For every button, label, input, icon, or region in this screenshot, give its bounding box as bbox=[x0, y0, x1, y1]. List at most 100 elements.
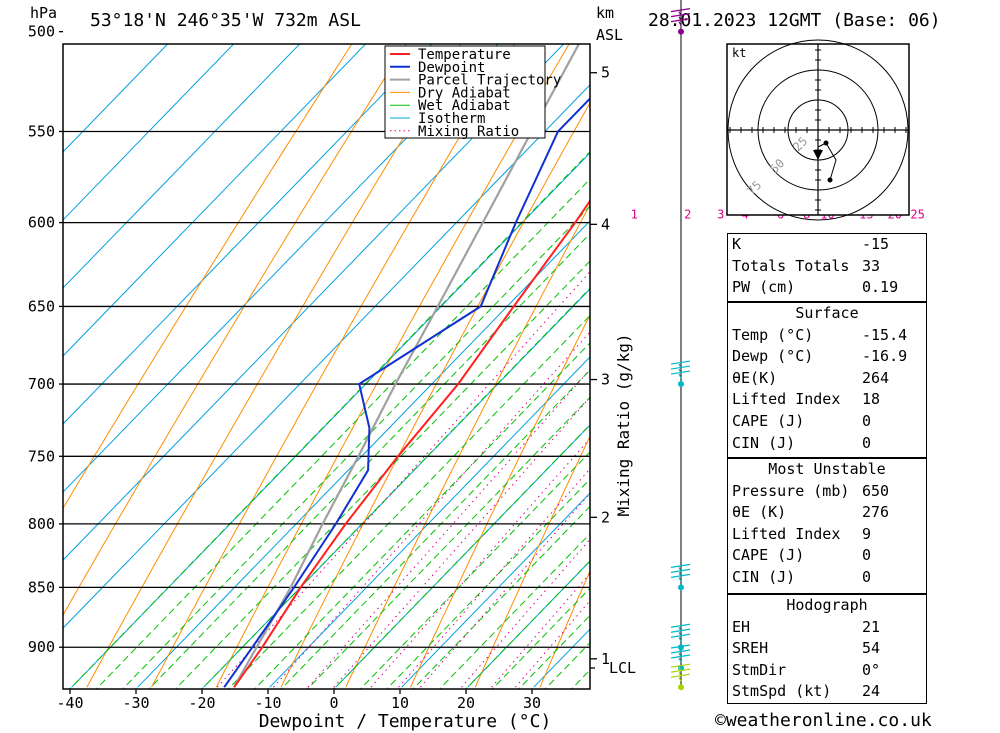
mu-cin-value: 0 bbox=[862, 567, 872, 586]
temperature-tick-label: -10 bbox=[254, 694, 281, 712]
hodograph-table: Hodograph EH 21 SREH 54 StmDir 0° StmSpd (k… bbox=[727, 594, 927, 704]
temperature-line bbox=[233, 199, 590, 688]
isotherm-line bbox=[63, 44, 367, 357]
mixing-ratio-line bbox=[398, 468, 590, 688]
wet-adiabat-line bbox=[121, 205, 590, 689]
temperature-tick-label: 30 bbox=[523, 694, 541, 712]
wet-adiabat-line bbox=[174, 260, 590, 689]
surface-temp-label: Temp (°C) bbox=[732, 325, 814, 344]
most-unstable-table: Most Unstable Pressure (mb) 650 θE (K) 276… bbox=[727, 458, 927, 594]
wind-level-dot bbox=[678, 381, 684, 388]
wind-barb bbox=[670, 663, 691, 682]
mixing-ratio-label: 25 bbox=[910, 208, 924, 222]
legend-entry: Dewpoint bbox=[418, 60, 485, 76]
legend-entry: Wet Adiabat bbox=[418, 98, 511, 114]
pressure-label: 700 bbox=[28, 375, 55, 393]
dry-adiabat-line bbox=[86, 44, 462, 688]
legend-entry: Mixing Ratio bbox=[418, 124, 519, 140]
mu-pressure-value: 650 bbox=[862, 481, 890, 500]
pressure-label: 600 bbox=[28, 214, 55, 232]
pw-value: 0.19 bbox=[862, 278, 899, 297]
legend-entry: Parcel Trajectory bbox=[418, 73, 561, 89]
temperature-tick-label: 10 bbox=[391, 694, 409, 712]
wet-adiabat-line bbox=[386, 478, 590, 689]
datetime-title: 28.01.2023 12GMT (Base: 06) bbox=[648, 10, 941, 31]
surface-li-value: 18 bbox=[862, 390, 881, 409]
storm-motion-marker bbox=[813, 150, 823, 160]
surface-dewp-label: Dewp (°C) bbox=[732, 347, 814, 366]
dry-adiabat-line bbox=[280, 101, 590, 688]
temperature-tick-label: -30 bbox=[122, 694, 149, 712]
pressure-label: 500 bbox=[28, 23, 55, 41]
surface-thetae-label: θE(K) bbox=[732, 368, 778, 387]
parcel-trajectory-line bbox=[233, 44, 581, 688]
mixing-ratio-line bbox=[370, 437, 590, 688]
totals-value: 33 bbox=[862, 256, 881, 275]
wind-barb bbox=[670, 8, 691, 26]
wet-adiabat-line bbox=[359, 451, 590, 689]
mixing-ratio-label: 3 bbox=[717, 208, 724, 222]
surface-thetae-value: 264 bbox=[862, 368, 890, 387]
mu-cin-label: CIN (J) bbox=[732, 567, 796, 586]
temperature-tick-label: -40 bbox=[56, 694, 83, 712]
temperature-tick-label: 20 bbox=[457, 694, 475, 712]
hodograph-point bbox=[823, 140, 829, 146]
mu-cape-value: 0 bbox=[862, 546, 872, 565]
wet-adiabat-line bbox=[465, 560, 590, 689]
dewpoint-line bbox=[223, 97, 590, 688]
stmdir-value: 0° bbox=[862, 660, 881, 679]
mixing-ratio-label: 1 bbox=[631, 208, 638, 222]
dry-adiabat-line bbox=[993, 0, 1000, 687]
surface-cin-label: CIN (J) bbox=[732, 433, 796, 452]
surface-table: Surface Temp (°C) -15.4 Dewp (°C) -16.9 θE… bbox=[727, 302, 927, 458]
dry-adiabat-line bbox=[474, 435, 590, 688]
wind-barb bbox=[670, 360, 691, 379]
mu-thetae-value: 276 bbox=[862, 503, 890, 522]
wet-adiabat-line bbox=[148, 232, 590, 689]
mixing-ratio-line bbox=[217, 271, 590, 688]
wind-level-dot bbox=[678, 28, 684, 35]
wet-adiabat-line bbox=[438, 533, 590, 689]
asl-unit-label: ASL bbox=[596, 26, 624, 44]
mu-li-value: 9 bbox=[862, 524, 872, 543]
x-axis-label: Dewpoint / Temperature (°C) bbox=[259, 711, 552, 732]
km-tick-label: 5 bbox=[601, 64, 610, 82]
pressure-label: 850 bbox=[28, 578, 55, 596]
k-label: K bbox=[732, 235, 742, 253]
sreh-label: SREH bbox=[732, 639, 769, 658]
surface-dewp-value: -16.9 bbox=[862, 347, 908, 366]
legend-entry: Isotherm bbox=[418, 111, 485, 127]
mu-li-label: Lifted Index bbox=[732, 524, 841, 543]
surface-title: Surface bbox=[795, 304, 859, 322]
most-unstable-title: Most Unstable bbox=[768, 460, 886, 478]
dry-adiabat-line bbox=[929, 0, 1000, 687]
eh-label: EH bbox=[732, 617, 751, 636]
wet-adiabat-line bbox=[306, 396, 590, 689]
mixing-ratio-line bbox=[333, 396, 590, 688]
location-title: 53°18'N 246°35'W 732m ASL bbox=[90, 10, 361, 31]
stmspd-value: 24 bbox=[862, 682, 881, 701]
pressure-label: 800 bbox=[28, 515, 55, 533]
wet-adiabat-line bbox=[280, 369, 590, 689]
mu-cape-label: CAPE (J) bbox=[732, 546, 805, 565]
isotherm-line bbox=[137, 220, 590, 688]
dry-adiabat-line bbox=[63, 44, 407, 617]
dry-adiabat-line bbox=[215, 44, 570, 688]
mixing-ratio-axis-label: Mixing Ratio (g/kg) bbox=[614, 333, 633, 516]
pressure-label: 650 bbox=[28, 297, 55, 315]
temperature-tick-label: 0 bbox=[329, 694, 338, 712]
lcl-label: LCL bbox=[609, 659, 636, 677]
isotherm-line bbox=[63, 44, 235, 221]
dry-adiabat-line bbox=[345, 203, 590, 688]
wind-barb bbox=[670, 623, 691, 642]
indices-table: K -15 Totals Totals 33 PW (cm) 0.19 bbox=[727, 233, 927, 302]
isotherm-line bbox=[269, 356, 590, 688]
dry-adiabat-line bbox=[63, 44, 353, 510]
copyright-text[interactable]: ©weatheronline.co.uk bbox=[715, 710, 932, 731]
k-value: -15 bbox=[862, 235, 890, 253]
km-tick-label: 4 bbox=[601, 215, 610, 233]
stmspd-label: StmSpd (kt) bbox=[732, 682, 832, 701]
surface-cape-label: CAPE (J) bbox=[732, 411, 805, 430]
